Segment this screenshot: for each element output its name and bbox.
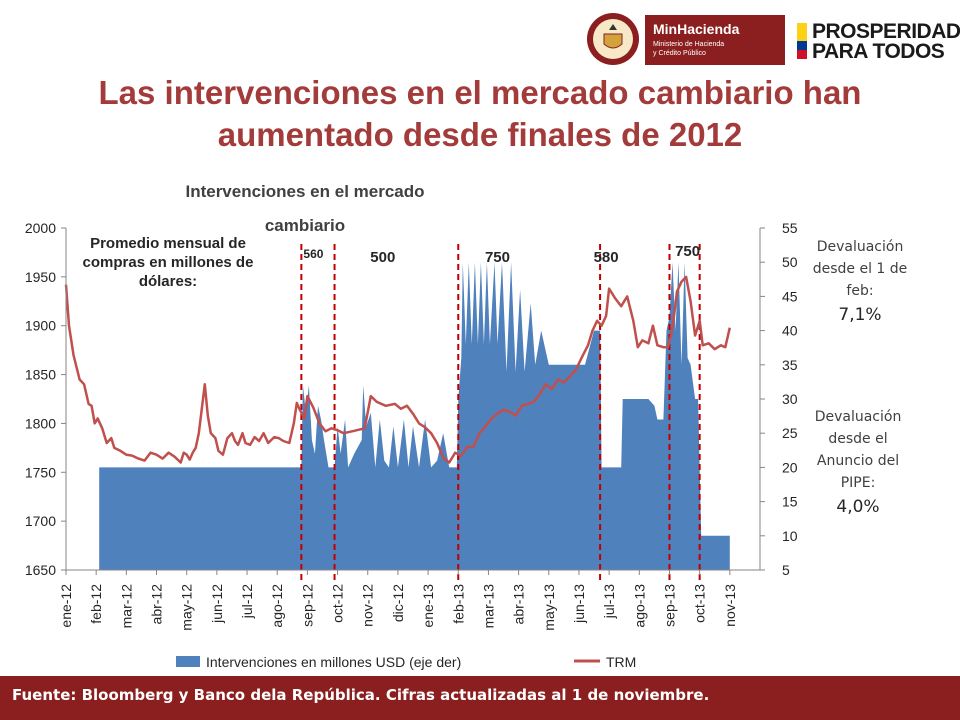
page-title-line-2: aumentado desde finales de 2012 (217, 116, 743, 153)
trm-line (64, 275, 732, 464)
colombia-flag-icon (797, 23, 807, 59)
y-right-tick-label: 30 (782, 391, 798, 407)
y-right-tick-label: 40 (782, 323, 798, 339)
ministry-name: MinHacienda (653, 21, 740, 37)
devaluation-note-pipe-value: 4,0% (836, 497, 880, 517)
x-tick-label: ene-13 (420, 584, 436, 628)
period-label-4: 750 (675, 243, 700, 260)
chart-axes: 2000 1950 1900 1850 1800 1750 1700 1650 55 50 45 40… (25, 220, 798, 631)
period-markers (300, 244, 701, 582)
devaluation-note-pipe: Devaluación desde el Anuncio del PIPE: 4… (806, 406, 910, 518)
x-tick-label: oct-12 (330, 584, 346, 623)
x-tick-label: ene-12 (58, 584, 74, 628)
y-left-tick-label: 2000 (25, 220, 56, 236)
y-right-tick-label: 50 (782, 254, 798, 270)
monthly-average-annotation: Promedio mensual de compras en millones … (82, 235, 254, 290)
trm-line-series (64, 275, 732, 464)
footer-source-text: Fuente: Bloomberg y Banco dela República… (12, 686, 710, 704)
y-right-tick-label: 15 (782, 494, 798, 510)
ministry-subtitle-1: Ministerio de Hacienda (653, 41, 725, 48)
slogan-line-1: PROSPERIDAD (812, 20, 960, 43)
period-labels: 560 500 750 580 750 (303, 243, 700, 266)
x-tick-label: ago-13 (631, 584, 647, 628)
x-tick-label: mar-12 (118, 584, 134, 629)
x-tick-label: mar-13 (480, 584, 496, 629)
intervention-area (99, 262, 730, 570)
chart-title-line-2: cambiario (264, 216, 346, 235)
y-right-tick-label: 20 (782, 459, 798, 475)
x-tick-label: nov-13 (722, 584, 738, 627)
y-left-tick-label: 1800 (25, 415, 56, 431)
legend-bar-label: Intervenciones en millones USD (eje der) (206, 654, 461, 670)
y-left-tick-label: 1700 (25, 513, 56, 529)
x-tick-label: jun-13 (571, 584, 587, 624)
x-tick-label: abr-12 (149, 584, 165, 625)
x-tick-label: jul-13 (601, 584, 617, 619)
x-tick-label: ago-12 (269, 584, 285, 628)
y-left-tick-label: 1850 (25, 367, 56, 383)
x-tick-label: nov-12 (360, 584, 376, 627)
x-tick-label: may-12 (179, 584, 195, 631)
x-tick-label: sep-12 (299, 584, 315, 627)
x-tick-label: dic-12 (390, 584, 406, 622)
y-right-tick-label: 25 (782, 425, 798, 441)
x-tick-label: jun-12 (209, 584, 225, 624)
period-label-2: 750 (485, 249, 510, 266)
y-left-tick-label: 1950 (25, 269, 56, 285)
y-left-tick-label: 1650 (25, 562, 56, 578)
period-label-3: 580 (594, 249, 619, 266)
y-right-tick-label: 55 (782, 220, 798, 236)
y-right-tick-label: 10 (782, 528, 798, 544)
y-right-tick-label: 5 (782, 562, 790, 578)
devaluation-note-feb-text: Devaluación desde el 1 de feb: (812, 239, 908, 299)
footer-bar (0, 676, 960, 720)
y-left-tick-label: 1750 (25, 464, 56, 480)
period-label-0: 560 (303, 247, 323, 261)
y-right-tick-label: 35 (782, 357, 798, 373)
period-label-1: 500 (370, 249, 395, 266)
intervention-area-series (99, 262, 730, 570)
legend-line-label: TRM (606, 654, 636, 670)
x-tick-label: feb-12 (88, 584, 104, 624)
y-right-tick-label: 45 (782, 288, 798, 304)
x-tick-label: abr-13 (511, 584, 527, 625)
chart-title-line-1: Intervenciones en el mercado (185, 182, 425, 201)
republica-de-colombia-seal-icon (587, 13, 639, 65)
x-tick-label: oct-13 (692, 584, 708, 623)
devaluation-note-feb: Devaluación desde el 1 de feb: 7,1% (812, 236, 908, 326)
x-tick-label: may-13 (541, 584, 557, 631)
x-tick-label: sep-13 (661, 584, 677, 627)
devaluation-note-pipe-text: Devaluación desde el Anuncio del PIPE: (814, 409, 902, 491)
devaluation-note-feb-value: 7,1% (838, 305, 882, 325)
chart-legend: Intervenciones en millones USD (eje der)… (176, 654, 636, 670)
x-tick-label: jul-12 (239, 584, 255, 619)
page-title: Las intervenciones en el mercado cambiar… (0, 72, 960, 156)
page-title-line-1: Las intervenciones en el mercado cambiar… (98, 74, 862, 111)
slogan-line-2: PARA TODOS (812, 40, 945, 63)
x-tick-label: feb-13 (450, 584, 466, 624)
ministry-subtitle-2: y Crédito Público (653, 50, 706, 57)
legend-bar-swatch (176, 656, 200, 667)
y-left-tick-label: 1900 (25, 318, 56, 334)
ministry-logo: MinHacienda Ministerio de Hacienda y Cré… (645, 15, 785, 65)
chart-title: Intervenciones en el mercado cambiario (160, 175, 450, 243)
